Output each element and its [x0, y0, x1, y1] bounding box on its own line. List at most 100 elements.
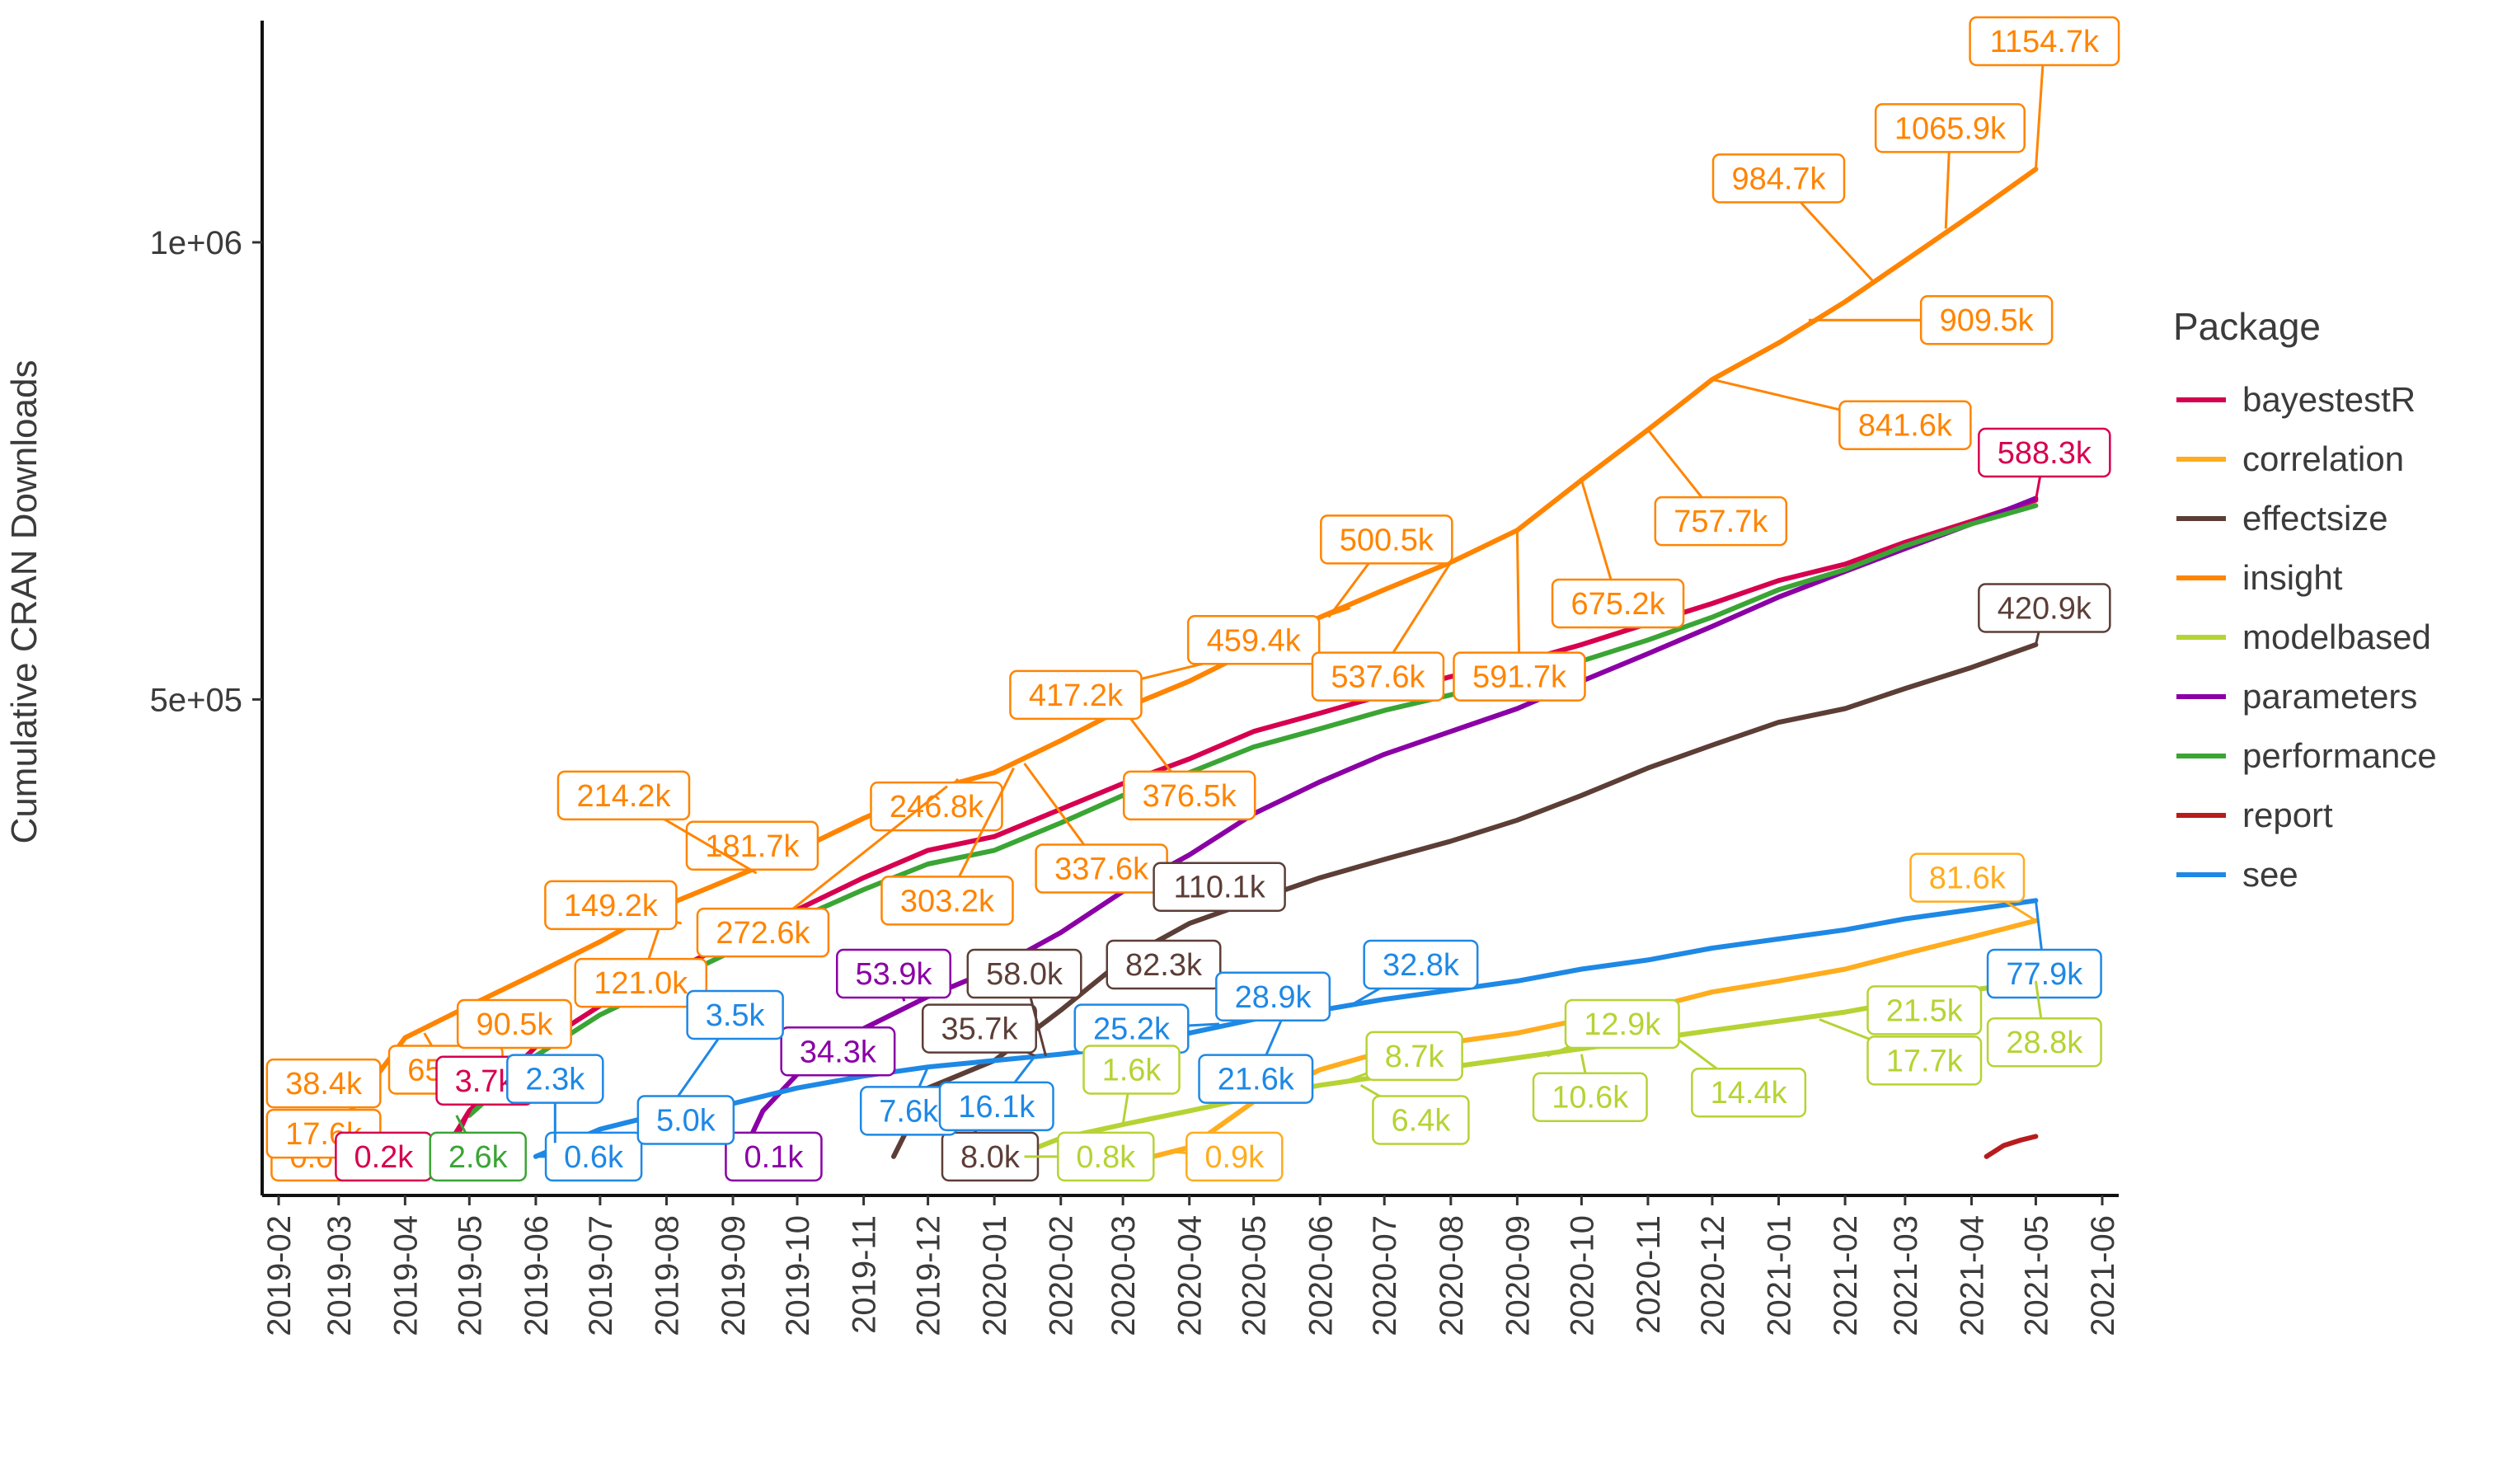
data-label-insight: 500.5k: [1320, 514, 1453, 618]
label-box: [1866, 1036, 1983, 1086]
data-label-see: 7.6k: [859, 1066, 958, 1136]
data-label-modelbased: 17.7k: [1819, 1018, 1983, 1086]
label-box: [1654, 495, 1788, 547]
data-label-modelbased: 1.6k: [1082, 1045, 1181, 1125]
legend-label: bayestestR: [2242, 380, 2416, 419]
label-text: 38.4k: [285, 1067, 363, 1101]
label-box: [1122, 770, 1256, 821]
x-tick-label: 2020-03: [1106, 1215, 1142, 1336]
data-label-see: 5.0k: [636, 1095, 735, 1145]
label-text: 5.0k: [656, 1103, 716, 1138]
axes: 5e+05 1e+06 2019-02 2019-03 2019-04 2019-05 20…: [150, 21, 2121, 1336]
data-label-modelbased: 0.8k: [1024, 1131, 1155, 1182]
label-box: [1866, 985, 1983, 1036]
data-label-modelbased: 14.4k: [1677, 1038, 1807, 1118]
data-label-insight: 1154.7k: [1969, 16, 2120, 170]
data-label-effectsize: 420.9k: [1978, 583, 2111, 646]
data-label-insight: 841.6k: [1711, 378, 1972, 450]
label-text: 6.4k: [1392, 1103, 1452, 1138]
label-text: 21.6k: [1218, 1063, 1295, 1097]
label-text: 90.5k: [476, 1007, 553, 1042]
label-text: 2.6k: [448, 1140, 509, 1175]
label-box: [780, 1026, 896, 1077]
label-text: 181.7k: [705, 829, 800, 864]
label-box: [636, 1095, 735, 1145]
data-label-insight: 303.2k: [880, 767, 1015, 926]
label-box: [1057, 1131, 1155, 1182]
legend-item-effectsize: effectsize: [2176, 499, 2388, 538]
label-box: [544, 880, 678, 931]
label-text: 149.2k: [564, 889, 659, 923]
x-tick-label: 2019-11: [847, 1215, 883, 1334]
label-box: [921, 1003, 1037, 1054]
legend-label: insight: [2242, 558, 2343, 597]
label-text: 2.3k: [525, 1063, 585, 1097]
label-box: [870, 781, 1003, 832]
label-text: 17.7k: [1886, 1044, 1964, 1078]
label-box: [1198, 1054, 1314, 1104]
label-box: [1372, 1095, 1470, 1145]
data-label-insight: 90.5k: [456, 998, 572, 1050]
label-text: 82.3k: [1125, 948, 1203, 983]
label-text: 53.9k: [856, 957, 933, 992]
label-box: [544, 1131, 643, 1182]
data-label-insight: 757.7k: [1646, 429, 1788, 547]
x-tick-label: 2019-06: [519, 1215, 555, 1336]
legend-item-see: see: [2176, 855, 2298, 894]
label-text: 28.8k: [2006, 1026, 2083, 1060]
label-box: [1153, 862, 1286, 912]
label-text: 35.7k: [941, 1012, 1018, 1047]
label-text: 214.2k: [576, 779, 671, 814]
label-box: [686, 989, 784, 1040]
data-label-modelbased: 8.7k: [1339, 1031, 1463, 1085]
label-box: [1919, 294, 2054, 345]
label-text: 675.2k: [1571, 587, 1666, 622]
label-text: 1.6k: [1102, 1053, 1162, 1087]
y-tick-label: 1e+06: [150, 225, 242, 261]
x-tick-label: 2020-08: [1434, 1215, 1470, 1336]
data-label-performance: 2.6k: [429, 1115, 527, 1182]
data-label-insight: 376.5k: [1121, 707, 1256, 821]
label-box: [1564, 998, 1680, 1050]
label-text: 588.3k: [1998, 436, 2092, 471]
label-box: [1186, 615, 1321, 665]
legend-label: modelbased: [2242, 618, 2431, 656]
data-label-see: 28.9k: [1215, 971, 1331, 1022]
label-text: 537.6k: [1331, 660, 1425, 695]
label-text: 841.6k: [1858, 409, 1953, 444]
data-label-see: 2.3k: [506, 1054, 604, 1144]
label-box: [835, 948, 951, 999]
label-box: [1711, 153, 1846, 204]
series-line-parameters: [739, 495, 2039, 1159]
label-box: [696, 907, 830, 958]
x-tick-label: 2020-06: [1303, 1215, 1339, 1336]
label-text: 376.5k: [1143, 779, 1237, 814]
legend-item-bayestestR: bayestestR: [2176, 380, 2416, 419]
label-text: 12.9k: [1584, 1007, 1661, 1042]
data-label-insight: 984.7k: [1711, 153, 1876, 284]
label-text: 0.1k: [744, 1140, 805, 1175]
data-label-insight: 591.7k: [1453, 530, 1586, 702]
label-text: 3.5k: [706, 998, 766, 1033]
data-label-see: 0.6k: [535, 1131, 643, 1182]
legend-item-insight: insight: [2176, 558, 2343, 597]
x-tick-label: 2021-06: [2085, 1215, 2121, 1336]
label-text: 417.2k: [1029, 679, 1124, 713]
data-label-correlation: 81.6k: [1909, 852, 2037, 923]
data-label-effectsize: 8.0k: [941, 1101, 1040, 1182]
legend-item-report: report: [2176, 796, 2333, 834]
x-tick-label: 2020-02: [1044, 1215, 1080, 1336]
x-tick-label: 2019-09: [716, 1215, 752, 1336]
label-text: 337.6k: [1054, 852, 1149, 887]
label-text: 420.9k: [1998, 592, 2092, 627]
data-label-effectsize: 35.7k: [921, 1003, 1037, 1058]
label-text: 81.6k: [1929, 862, 2007, 896]
series-line-effectsize: [891, 641, 2039, 1159]
data-label-correlation: 0.9k: [1174, 1131, 1284, 1182]
data-label-effectsize: 82.3k: [1106, 939, 1222, 990]
x-tick-label: 2021-04: [1954, 1215, 1990, 1336]
data-label-see: 16.1k: [938, 1054, 1054, 1132]
data-label-modelbased: 10.6k: [1532, 1054, 1648, 1122]
label-text: 0.6k: [564, 1140, 624, 1175]
data-label-insight: 537.6k: [1311, 561, 1453, 702]
